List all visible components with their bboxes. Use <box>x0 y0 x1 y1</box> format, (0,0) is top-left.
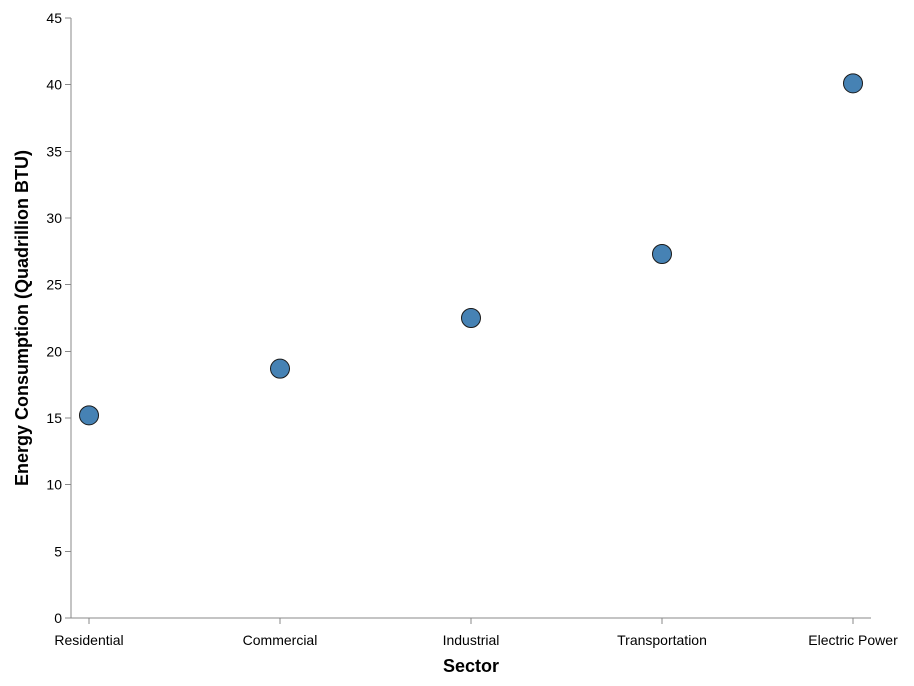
data-point <box>843 73 863 94</box>
x-tick-label: Transportation <box>617 632 707 648</box>
x-tick-label: Residential <box>54 632 123 648</box>
y-tick-label: 10 <box>46 477 62 493</box>
data-point <box>79 405 99 426</box>
data-point <box>652 244 672 264</box>
x-tick-label: Commercial <box>243 632 318 648</box>
y-axis: 0 5 10 15 20 25 30 35 40 45 <box>46 10 72 626</box>
y-tick-label: 40 <box>46 77 62 93</box>
y-tick-label: 0 <box>54 610 62 626</box>
x-tick-label: Industrial <box>443 632 500 648</box>
y-axis-title: Energy Consumption (Quadrillion BTU) <box>12 150 32 486</box>
y-tick-label: 45 <box>46 10 62 26</box>
y-tick-label: 25 <box>46 277 62 293</box>
y-tick-label: 5 <box>54 543 62 559</box>
y-tick-label: 30 <box>46 210 62 226</box>
x-axis-title: Sector <box>443 656 499 676</box>
data-points <box>79 73 863 426</box>
y-tick-label: 35 <box>46 143 62 159</box>
y-tick-label: 20 <box>46 343 62 359</box>
y-tick-label: 15 <box>46 410 62 426</box>
x-axis: Residential Commercial Industrial Transport… <box>54 617 898 648</box>
data-point <box>270 358 290 379</box>
data-point <box>461 308 481 328</box>
x-tick-label: Electric Power <box>808 632 898 648</box>
